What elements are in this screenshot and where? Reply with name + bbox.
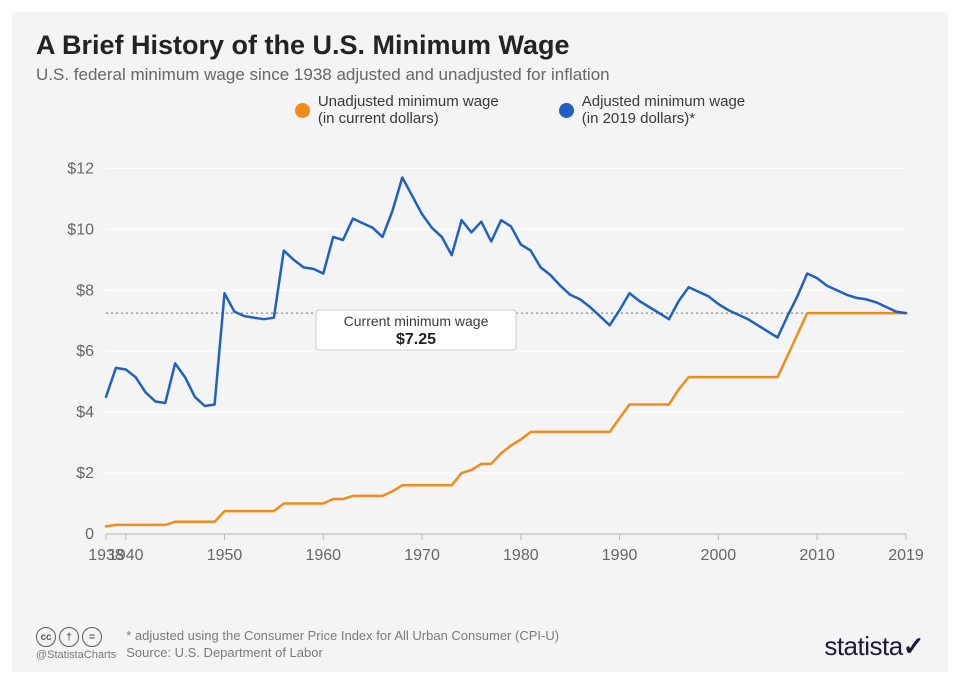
svg-text:$7.25: $7.25 bbox=[396, 331, 436, 348]
svg-text:$4: $4 bbox=[76, 404, 94, 421]
svg-text:$10: $10 bbox=[67, 221, 94, 238]
line-chart: 0$2$4$6$8$10$121938194019501960197019801… bbox=[36, 134, 926, 574]
svg-text:1950: 1950 bbox=[207, 547, 243, 564]
footer-left: cc † = @StatistaCharts * adjusted using … bbox=[36, 627, 559, 662]
svg-text:2019: 2019 bbox=[888, 547, 924, 564]
svg-text:$12: $12 bbox=[67, 160, 94, 177]
chart-area: 0$2$4$6$8$10$121938194019501960197019801… bbox=[36, 134, 924, 574]
svg-text:0: 0 bbox=[85, 526, 94, 543]
svg-text:2010: 2010 bbox=[799, 547, 835, 564]
handle: @StatistaCharts bbox=[36, 649, 116, 661]
legend-marker bbox=[295, 103, 310, 118]
svg-text:$6: $6 bbox=[76, 343, 94, 360]
legend-marker bbox=[559, 103, 574, 118]
footer: cc † = @StatistaCharts * adjusted using … bbox=[36, 627, 924, 662]
svg-text:$2: $2 bbox=[76, 465, 94, 482]
svg-text:1970: 1970 bbox=[404, 547, 440, 564]
legend-label: Adjusted minimum wage (in 2019 dollars)* bbox=[582, 93, 745, 128]
svg-text:1960: 1960 bbox=[305, 547, 341, 564]
svg-text:1990: 1990 bbox=[602, 547, 638, 564]
chart-title: A Brief History of the U.S. Minimum Wage bbox=[36, 30, 924, 61]
source-line: Source: U.S. Department of Labor bbox=[126, 644, 559, 662]
footnote-line: * adjusted using the Consumer Price Inde… bbox=[126, 627, 559, 645]
cc-by-icon: † bbox=[59, 627, 79, 647]
svg-text:2000: 2000 bbox=[701, 547, 737, 564]
legend: Unadjusted minimum wage (in current doll… bbox=[116, 93, 924, 128]
svg-text:$8: $8 bbox=[76, 282, 94, 299]
footnotes: * adjusted using the Consumer Price Inde… bbox=[126, 627, 559, 662]
legend-item-unadjusted: Unadjusted minimum wage (in current doll… bbox=[295, 93, 499, 128]
cc-nd-icon: = bbox=[82, 627, 102, 647]
cc-block: cc † = @StatistaCharts bbox=[36, 627, 116, 661]
chart-subtitle: U.S. federal minimum wage since 1938 adj… bbox=[36, 65, 924, 85]
cc-icons: cc † = bbox=[36, 627, 116, 647]
page-container: A Brief History of the U.S. Minimum Wage… bbox=[0, 0, 960, 684]
legend-label: Unadjusted minimum wage (in current doll… bbox=[318, 93, 499, 128]
svg-text:1980: 1980 bbox=[503, 547, 539, 564]
svg-text:Current minimum wage: Current minimum wage bbox=[344, 313, 489, 329]
brand-logo: statista✓ bbox=[824, 631, 924, 662]
svg-text:1940: 1940 bbox=[108, 547, 144, 564]
cc-icon: cc bbox=[36, 627, 56, 647]
card: A Brief History of the U.S. Minimum Wage… bbox=[12, 12, 948, 672]
legend-item-adjusted: Adjusted minimum wage (in 2019 dollars)* bbox=[559, 93, 745, 128]
